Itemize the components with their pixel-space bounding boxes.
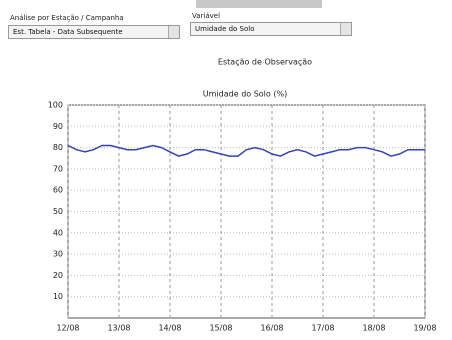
y-tick-label: 10 xyxy=(53,292,63,301)
data-line xyxy=(67,144,425,157)
y-tick-label: 20 xyxy=(53,271,63,280)
variable-label: Variável xyxy=(192,12,221,20)
chart-title: Umidade do Solo (%) xyxy=(203,90,287,99)
x-tick-label: 12/08 xyxy=(56,324,79,333)
x-tick-label: 14/08 xyxy=(158,324,181,333)
x-tick-label: 16/08 xyxy=(260,324,283,333)
y-tick-label: 100 xyxy=(48,101,63,110)
station-label: Análise por Estação / Campanha xyxy=(10,14,124,22)
y-tick-label: 70 xyxy=(53,164,63,173)
y-tick-label: 90 xyxy=(53,122,63,131)
y-tick-label: 40 xyxy=(53,228,63,237)
x-tick-label: 15/08 xyxy=(209,324,232,333)
y-tick-label: 50 xyxy=(53,207,63,216)
chart-subtitle: Estação de Observação xyxy=(218,58,312,67)
x-tick-label: 17/08 xyxy=(311,324,334,333)
variable-select[interactable]: Umidade do Solo xyxy=(190,22,352,36)
x-tick-label: 19/08 xyxy=(413,324,436,333)
y-tick-label: 80 xyxy=(53,143,63,152)
x-tick-label: 18/08 xyxy=(362,324,385,333)
y-tick-label: 30 xyxy=(53,250,63,259)
window-bar xyxy=(196,0,322,8)
y-tick-label: 60 xyxy=(53,186,63,195)
x-tick-label: 13/08 xyxy=(107,324,130,333)
station-select[interactable]: Est. Tabela - Data Subsequente xyxy=(8,25,180,39)
